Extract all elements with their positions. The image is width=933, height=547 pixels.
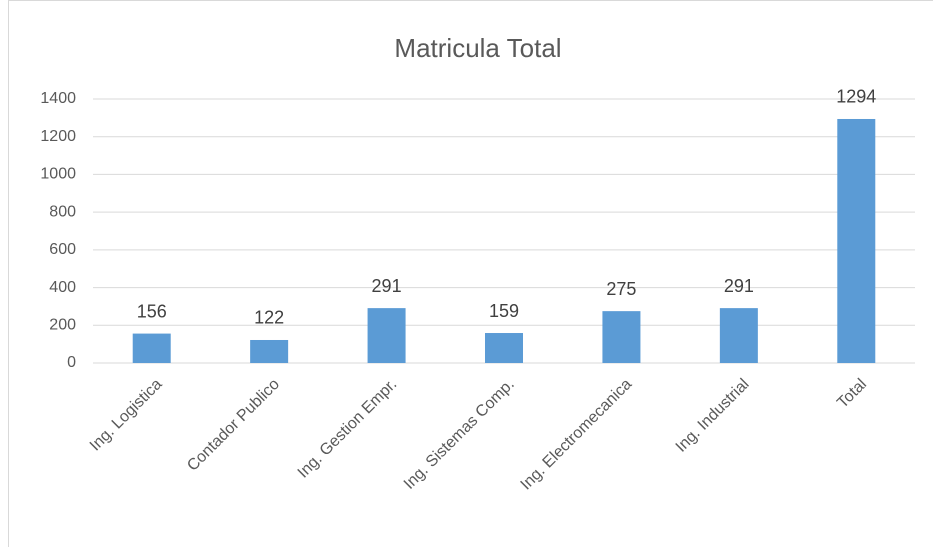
y-tick-label: 400 (49, 279, 76, 296)
y-tick-label: 1200 (40, 128, 76, 145)
y-tick-label: 0 (67, 354, 76, 371)
bar (250, 339, 289, 363)
y-tick-label: 600 (49, 241, 76, 258)
data-label: 291 (372, 276, 402, 296)
bar (367, 308, 406, 363)
bar (602, 311, 641, 363)
y-tick-label: 800 (49, 203, 76, 220)
data-label: 275 (606, 279, 636, 299)
bar (719, 308, 758, 363)
data-label: 156 (137, 301, 167, 321)
y-tick-label: 200 (49, 317, 76, 334)
data-label: 122 (254, 308, 284, 328)
y-tick-label: 1400 (40, 90, 76, 107)
data-label: 159 (489, 301, 519, 321)
data-label: 291 (724, 276, 754, 296)
y-tick-label: 1000 (40, 166, 76, 183)
bar (132, 333, 171, 363)
bar (485, 333, 523, 363)
bar (837, 118, 876, 363)
chart-border (8, 0, 933, 547)
data-label: 1294 (836, 87, 876, 107)
chart-title: Matricula Total (394, 33, 561, 63)
